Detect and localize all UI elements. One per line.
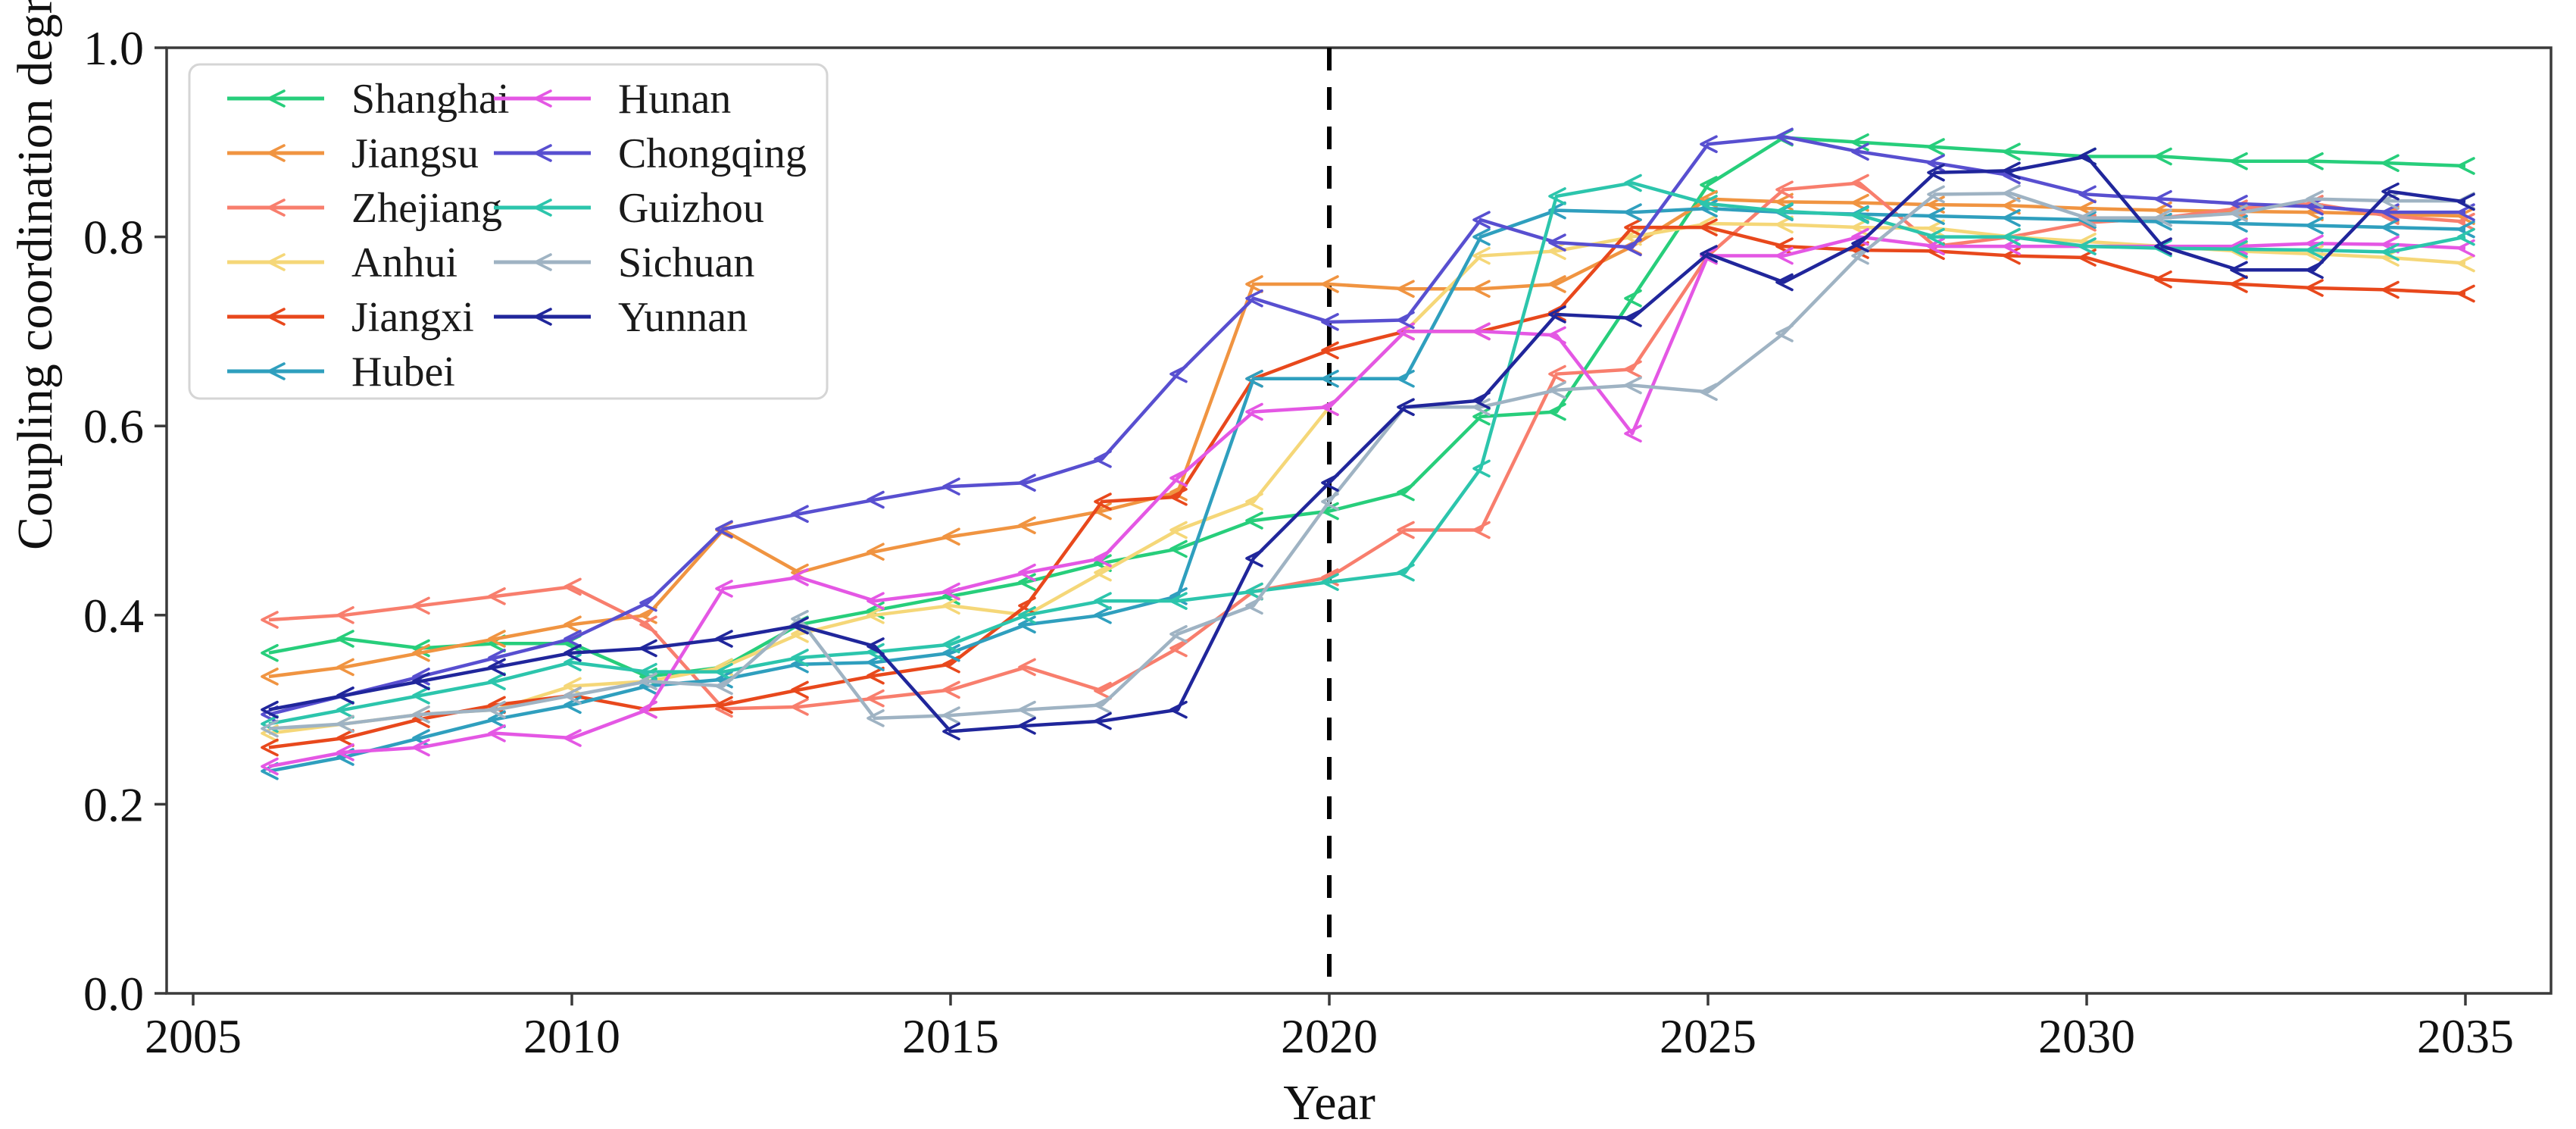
- legend-marker-icon: [267, 199, 286, 217]
- legend: Shanghai Jiangsu Zhejiang Anhui Jiangxi Hubei…: [188, 63, 829, 400]
- x-tick-label: 2015: [902, 1009, 999, 1063]
- series-line: [268, 135, 2465, 717]
- x-tick-label: 2020: [1281, 1009, 1378, 1063]
- series-hubei: [261, 199, 2475, 780]
- legend-item-shanghai: Shanghai: [227, 76, 509, 123]
- series-guizhou: [261, 174, 2475, 733]
- series-line: [268, 206, 2466, 773]
- legend-marker-icon: [534, 253, 552, 271]
- series-line: [268, 191, 2465, 730]
- y-tick-label: 0.8: [83, 211, 144, 264]
- legend-item-hunan: Hunan: [494, 76, 731, 123]
- series-markers: [261, 184, 2475, 738]
- series-sichuan: [261, 184, 2475, 738]
- series-yunnan: [261, 147, 2475, 741]
- y-axis-ticks: 0.0 0.2 0.4 0.6 0.8 1.0: [83, 21, 167, 1021]
- legend-label: Hubei: [351, 349, 455, 396]
- legend-marker-icon: [267, 308, 286, 326]
- legend-marker-icon: [534, 199, 552, 217]
- legend-label: Anhui: [351, 239, 457, 286]
- legend-label: Yunnan: [618, 294, 748, 341]
- x-tick-label: 2005: [145, 1009, 242, 1063]
- plot-frame: [165, 46, 2553, 995]
- legend-label: Chongqing: [618, 130, 807, 177]
- series-markers: [261, 227, 2475, 776]
- x-tick-label: 2010: [523, 1009, 620, 1063]
- legend-marker-icon: [267, 89, 286, 108]
- x-tick-label: 2025: [1660, 1009, 1756, 1063]
- x-axis-title: Year: [1283, 1075, 1375, 1129]
- legend-marker-icon: [534, 144, 552, 162]
- y-tick-label: 1.0: [83, 21, 144, 75]
- legend-marker-icon: [267, 144, 286, 162]
- legend-marker-icon: [534, 89, 552, 108]
- legend-marker-icon: [267, 253, 286, 271]
- x-tick-label: 2035: [2417, 1009, 2514, 1063]
- legend-item-sichuan: Sichuan: [494, 239, 754, 286]
- legend-item-anhui: Anhui: [227, 239, 457, 286]
- legend-marker-icon: [267, 362, 286, 380]
- legend-marker-icon: [534, 308, 552, 326]
- series-line: [268, 155, 2466, 733]
- legend-label: Jiangxi: [351, 294, 474, 341]
- series-line: [268, 225, 2466, 749]
- series-markers: [261, 147, 2475, 741]
- legend-label: Hunan: [618, 76, 731, 123]
- legend-item-guizhou: Guizhou: [494, 185, 764, 232]
- legend-label: Guizhou: [618, 185, 764, 232]
- legend-item-zhejiang: Zhejiang: [227, 185, 502, 232]
- series-line: [268, 181, 2466, 726]
- series-jiangxi: [261, 218, 2475, 757]
- x-tick-label: 2030: [2038, 1009, 2135, 1063]
- y-tick-label: 0.4: [83, 589, 144, 643]
- series-markers: [261, 174, 2475, 733]
- x-axis-ticks: 2005 2010 2015 2020 2025 2030 2035: [145, 993, 2514, 1063]
- legend-box: [188, 63, 829, 400]
- legend-item-yunnan: Yunnan: [494, 294, 748, 341]
- y-tick-label: 0.6: [83, 399, 144, 453]
- series-chongqing: [261, 127, 2475, 724]
- legend-item-jiangxi: Jiangxi: [227, 294, 474, 341]
- y-axis-title: Coupling coordination degree: [8, 0, 63, 550]
- legend-item-hubei: Hubei: [227, 349, 455, 396]
- legend-label: Shanghai: [351, 76, 509, 123]
- y-tick-label: 0.0: [83, 967, 144, 1021]
- legend-item-jiangsu: Jiangsu: [227, 130, 479, 177]
- legend-label: Zhejiang: [351, 185, 502, 232]
- series-line: [268, 181, 2466, 711]
- legend-label: Sichuan: [618, 239, 754, 286]
- series-markers: [261, 127, 2475, 724]
- legend-item-chongqing: Chongqing: [494, 130, 807, 177]
- y-tick-label: 0.2: [83, 777, 144, 831]
- legend-label: Jiangsu: [351, 130, 479, 177]
